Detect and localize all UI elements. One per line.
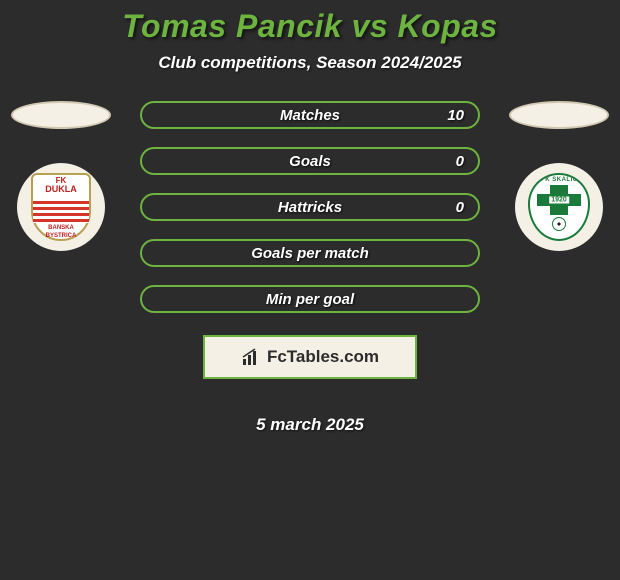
badge-left-city2: BYSTRICA: [46, 233, 77, 239]
soccer-ball-icon: [552, 217, 566, 231]
content-row: FK DUKLA BANSKA BYSTRICA Matches 10 Goal…: [0, 101, 620, 435]
shield-icon: FK DUKLA BANSKA BYSTRICA: [31, 173, 91, 241]
stat-label: Goals: [289, 153, 331, 170]
brand-box: FcTables.com: [203, 335, 417, 379]
right-team-badge: MFK SKALICA 1920: [515, 163, 603, 251]
badge-left-name: DUKLA: [45, 185, 77, 194]
date-text: 5 march 2025: [256, 415, 364, 435]
brand-text: FcTables.com: [267, 347, 379, 367]
stat-label: Min per goal: [266, 291, 354, 308]
infographic-root: Tomas Pancik vs Kopas Club competitions,…: [0, 0, 620, 435]
right-column: MFK SKALICA 1920: [504, 101, 614, 251]
stat-label: Hattricks: [278, 199, 342, 216]
stats-column: Matches 10 Goals 0 Hattricks 0 Goals per…: [116, 101, 504, 435]
cross-pattern-icon: 1920: [537, 185, 581, 215]
badge-right-year: 1920: [549, 197, 569, 204]
stat-row-matches: Matches 10: [140, 101, 480, 129]
page-subtitle: Club competitions, Season 2024/2025: [0, 53, 620, 73]
stat-value-right: 0: [456, 153, 464, 170]
left-player-oval: [11, 101, 111, 129]
page-title: Tomas Pancik vs Kopas: [0, 8, 620, 45]
stat-row-goals: Goals 0: [140, 147, 480, 175]
stat-row-min-per-goal: Min per goal: [140, 285, 480, 313]
stripes-icon: [33, 198, 89, 223]
stat-label: Matches: [280, 107, 340, 124]
stat-value-right: 0: [456, 199, 464, 216]
stat-label: Goals per match: [251, 245, 369, 262]
badge-left-city1: BANSKA: [48, 225, 74, 231]
stat-value-right: 10: [447, 107, 464, 124]
right-player-oval: [509, 101, 609, 129]
stat-row-goals-per-match: Goals per match: [140, 239, 480, 267]
shield-icon: MFK SKALICA 1920: [528, 173, 590, 241]
left-team-badge: FK DUKLA BANSKA BYSTRICA: [17, 163, 105, 251]
left-column: FK DUKLA BANSKA BYSTRICA: [6, 101, 116, 251]
bar-chart-icon: [241, 347, 261, 367]
badge-right-top: MFK SKALICA: [536, 177, 583, 183]
stat-row-hattricks: Hattricks 0: [140, 193, 480, 221]
